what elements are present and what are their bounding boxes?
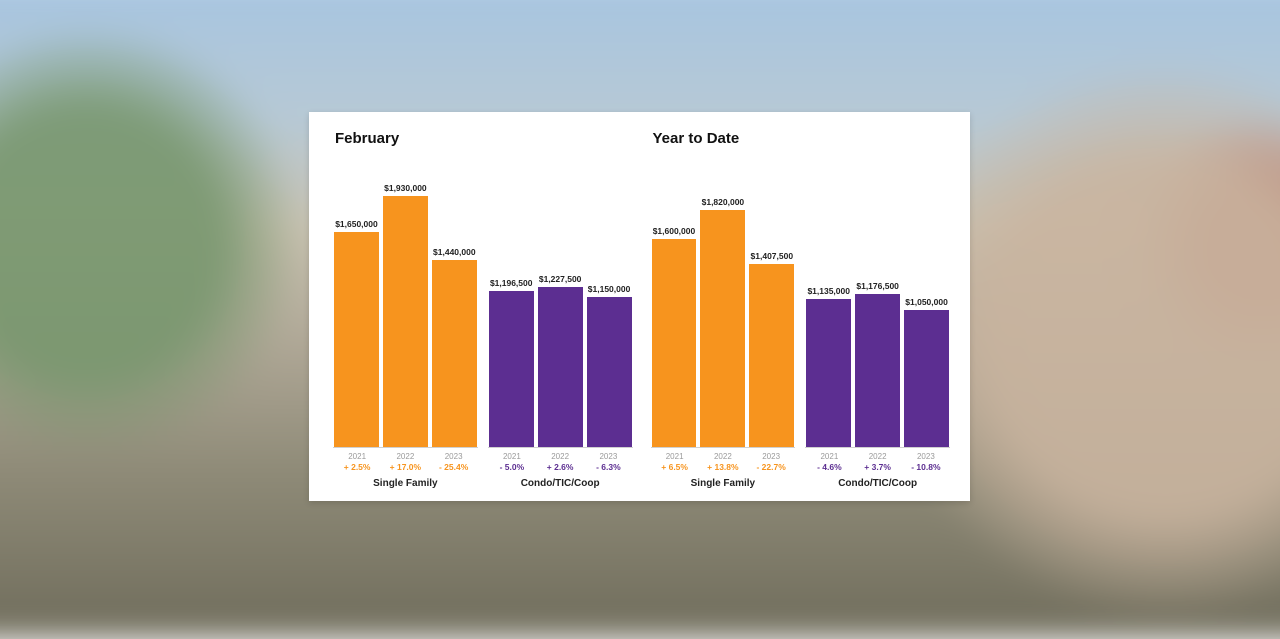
- pct-row: - 5.0% + 2.6% - 6.3%: [488, 462, 633, 472]
- bar-value-label: $1,227,500: [538, 274, 583, 284]
- bar: [334, 232, 379, 447]
- pct-label: + 3.7%: [854, 462, 902, 472]
- group-label: Single Family: [651, 478, 796, 489]
- pct-label: + 13.8%: [699, 462, 747, 472]
- year-label: 2021: [488, 452, 536, 461]
- group-label: Condo/TIC/Coop: [805, 478, 950, 489]
- pct-row: + 2.5% + 17.0% - 25.4%: [333, 462, 478, 472]
- bar-value-label: $1,930,000: [383, 183, 428, 193]
- year-label: 2023: [747, 452, 795, 461]
- pct-label: + 2.6%: [536, 462, 584, 472]
- year-row: 2021 2022 2023: [333, 452, 478, 461]
- bar-value-label: $1,050,000: [904, 297, 949, 307]
- bar: [806, 299, 851, 447]
- bar: [587, 297, 632, 447]
- bar: [904, 310, 949, 447]
- chart-card: February $1,650,000 $1,930,000 $1,4: [309, 112, 970, 501]
- year-row: 2021 2022 2023: [651, 452, 796, 461]
- bar-2021: $1,135,000: [806, 286, 851, 447]
- bar-2023: $1,050,000: [904, 297, 949, 447]
- year-row: 2021 2022 2023: [488, 452, 633, 461]
- pct-label: - 10.8%: [902, 462, 950, 472]
- year-label: 2021: [651, 452, 699, 461]
- pct-row: + 6.5% + 13.8% - 22.7%: [651, 462, 796, 472]
- year-label: 2022: [854, 452, 902, 461]
- bar-2021: $1,650,000: [334, 219, 379, 447]
- bar-value-label: $1,176,500: [855, 281, 900, 291]
- chart-panels: February $1,650,000 $1,930,000 $1,4: [333, 130, 950, 489]
- panel-groups: $1,600,000 $1,820,000 $1,407,500: [651, 156, 951, 489]
- panel-groups: $1,650,000 $1,930,000 $1,440,000: [333, 156, 633, 489]
- bar-2022: $1,820,000: [700, 197, 745, 447]
- pct-row: - 4.6% + 3.7% - 10.8%: [805, 462, 950, 472]
- bar-value-label: $1,820,000: [700, 197, 745, 207]
- pct-label: + 2.5%: [333, 462, 381, 472]
- bar-value-label: $1,150,000: [587, 284, 632, 294]
- year-label: 2022: [536, 452, 584, 461]
- bar: [700, 210, 745, 447]
- bar: [432, 260, 477, 447]
- bar-2022: $1,930,000: [383, 183, 428, 447]
- group-label: Condo/TIC/Coop: [488, 478, 633, 489]
- bar: [652, 239, 697, 447]
- pct-label: - 22.7%: [747, 462, 795, 472]
- pct-label: - 4.6%: [805, 462, 853, 472]
- bar-2023: $1,440,000: [432, 247, 477, 447]
- bar: [383, 196, 428, 447]
- year-label: 2023: [902, 452, 950, 461]
- panel-february: February $1,650,000 $1,930,000 $1,4: [333, 130, 633, 489]
- bar-value-label: $1,440,000: [432, 247, 477, 257]
- group-single-family: $1,600,000 $1,820,000 $1,407,500: [651, 156, 796, 489]
- panel-title: February: [335, 130, 633, 150]
- bar: [489, 291, 534, 447]
- year-label: 2022: [699, 452, 747, 461]
- bar: [855, 294, 900, 447]
- bar: [749, 264, 794, 447]
- panel-title: Year to Date: [653, 130, 951, 150]
- group-label: Single Family: [333, 478, 478, 489]
- group-condo: $1,135,000 $1,176,500 $1,050,000: [805, 156, 950, 489]
- pct-label: - 5.0%: [488, 462, 536, 472]
- bar-plot: $1,196,500 $1,227,500 $1,150,000: [488, 156, 633, 448]
- bar-value-label: $1,600,000: [652, 226, 697, 236]
- pct-label: - 25.4%: [430, 462, 478, 472]
- bar-2023: $1,150,000: [587, 284, 632, 447]
- year-label: 2022: [381, 452, 429, 461]
- bar-plot: $1,135,000 $1,176,500 $1,050,000: [805, 156, 950, 448]
- year-label: 2023: [584, 452, 632, 461]
- pct-label: + 6.5%: [651, 462, 699, 472]
- panel-ytd: Year to Date $1,600,000 $1,820,000: [651, 130, 951, 489]
- bar-value-label: $1,650,000: [334, 219, 379, 229]
- year-label: 2021: [805, 452, 853, 461]
- year-row: 2021 2022 2023: [805, 452, 950, 461]
- bar-2023: $1,407,500: [749, 251, 794, 447]
- year-label: 2021: [333, 452, 381, 461]
- bar: [538, 287, 583, 447]
- bar-2021: $1,600,000: [652, 226, 697, 447]
- bar-2021: $1,196,500: [489, 278, 534, 447]
- group-condo: $1,196,500 $1,227,500 $1,150,000: [488, 156, 633, 489]
- bar-plot: $1,650,000 $1,930,000 $1,440,000: [333, 156, 478, 448]
- pct-label: + 17.0%: [381, 462, 429, 472]
- group-single-family: $1,650,000 $1,930,000 $1,440,000: [333, 156, 478, 489]
- bar-plot: $1,600,000 $1,820,000 $1,407,500: [651, 156, 796, 448]
- bar-value-label: $1,135,000: [806, 286, 851, 296]
- pct-label: - 6.3%: [584, 462, 632, 472]
- bar-2022: $1,176,500: [855, 281, 900, 447]
- bar-2022: $1,227,500: [538, 274, 583, 447]
- bar-value-label: $1,196,500: [489, 278, 534, 288]
- bar-value-label: $1,407,500: [749, 251, 794, 261]
- year-label: 2023: [430, 452, 478, 461]
